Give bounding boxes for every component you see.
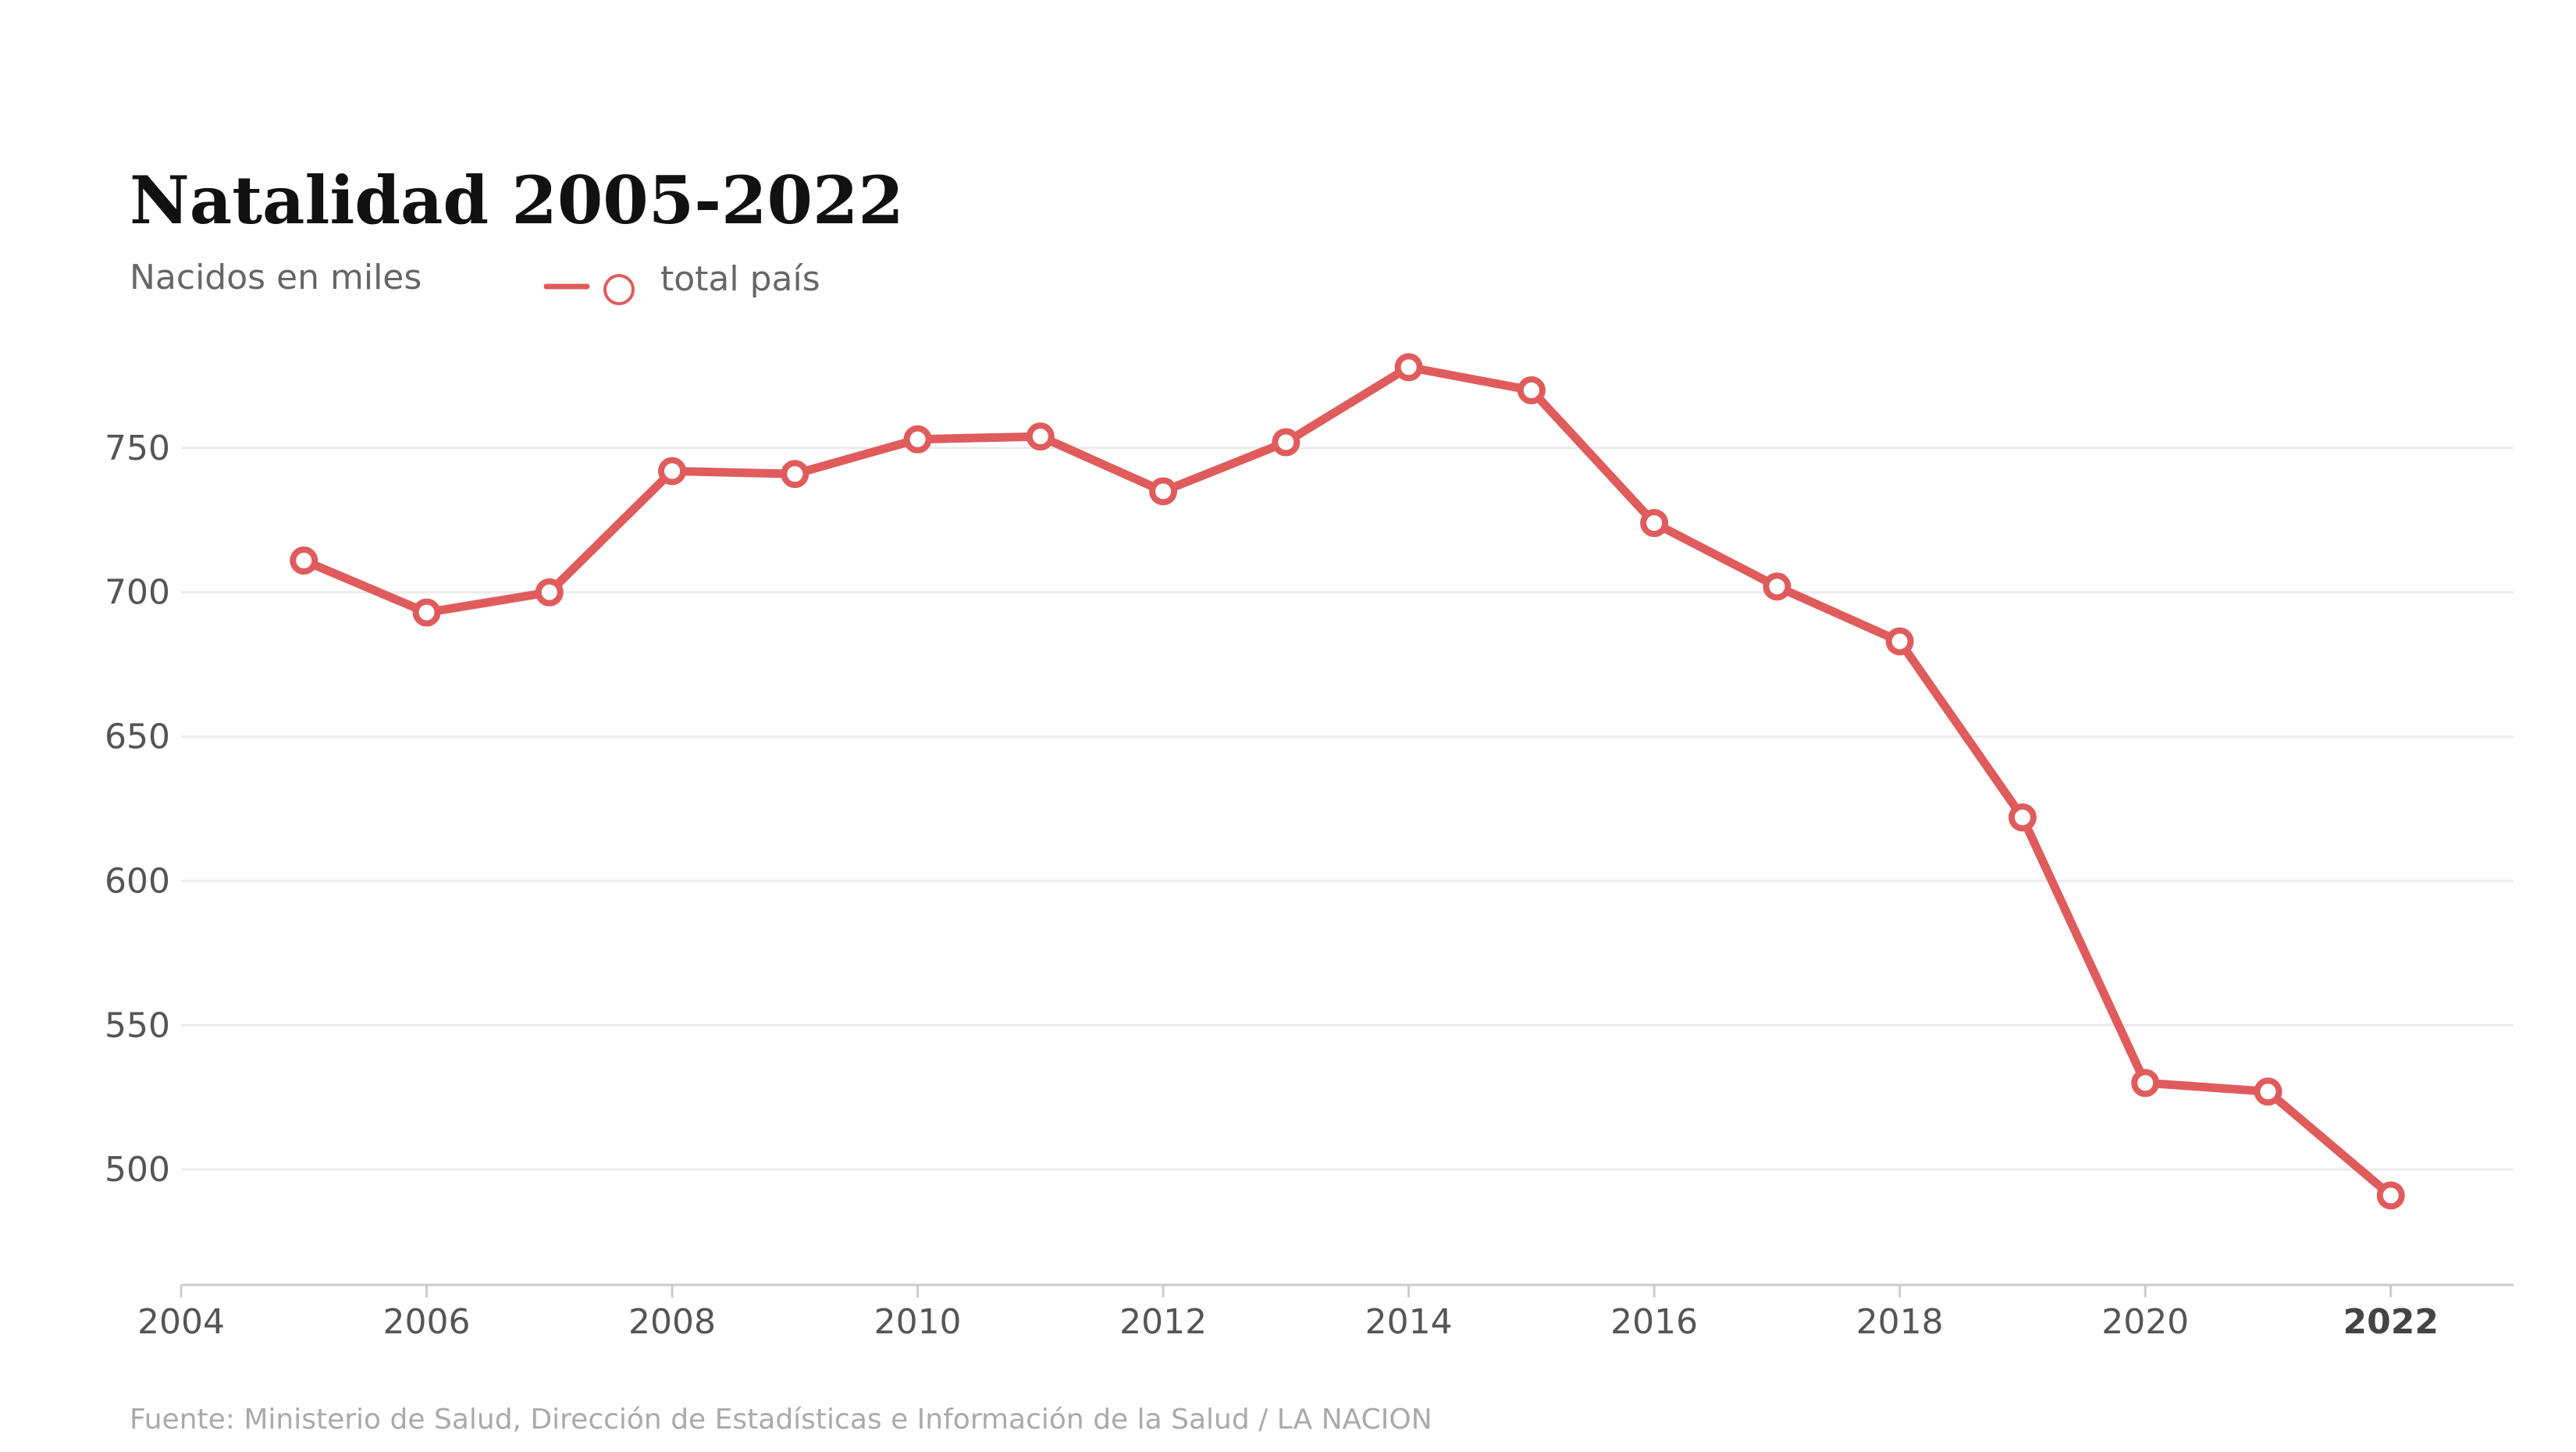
chart-title: Natalidad 2005-2022: [130, 162, 904, 239]
y-tick-label: 750: [105, 429, 170, 468]
x-tick-label: 2016: [1610, 1302, 1698, 1342]
y-tick-label: 500: [105, 1150, 170, 1190]
data-point: [2376, 1181, 2405, 1210]
series-line-total-pais: [299, 362, 2396, 1200]
data-point: [535, 578, 564, 607]
data-point: [1149, 477, 1178, 506]
x-tick-label: 2004: [137, 1302, 225, 1342]
x-tick-label: 2022: [2343, 1302, 2439, 1342]
y-tick-label: 550: [105, 1005, 170, 1045]
data-point: [1517, 375, 1546, 404]
data-point: [412, 598, 441, 627]
data-point: [2131, 1069, 2160, 1098]
data-point: [658, 457, 687, 486]
y-tick-label: 600: [105, 861, 170, 901]
y-tick-label: 700: [105, 573, 170, 613]
legend-marker-swatch: [603, 274, 635, 305]
data-point: [1272, 428, 1300, 457]
x-tick-label: 2006: [383, 1302, 471, 1342]
data-point: [1640, 509, 1669, 537]
data-point: [1885, 627, 1914, 656]
data-point: [1763, 572, 1791, 601]
data-point: [1394, 353, 1423, 382]
data-point: [2008, 803, 2037, 832]
series-layer: [290, 353, 2405, 1210]
legend: total país: [543, 259, 820, 305]
x-tick-label: 2008: [628, 1302, 716, 1342]
data-point: [290, 546, 318, 575]
source-note: Fuente: Ministerio de Salud, Dirección d…: [130, 1404, 1432, 1436]
data-point: [903, 425, 932, 454]
axis-layer: 500 550 600 650 700 750 2004 2006 2008 2010 2012 20…: [105, 429, 2514, 1342]
x-tick-label: 2012: [1119, 1302, 1207, 1342]
grid-layer: [181, 447, 2514, 1171]
data-point: [2254, 1077, 2282, 1106]
data-point: [1026, 422, 1055, 451]
data-point: [781, 460, 809, 489]
y-tick-label: 650: [105, 717, 170, 757]
x-tick-label: 2020: [2101, 1302, 2189, 1342]
legend-label: total país: [660, 259, 820, 299]
x-tick-label: 2010: [874, 1302, 962, 1342]
x-tick-label: 2014: [1365, 1302, 1453, 1342]
chart-subtitle: Nacidos en miles: [130, 258, 422, 297]
x-tick-label: 2018: [1856, 1302, 1944, 1342]
